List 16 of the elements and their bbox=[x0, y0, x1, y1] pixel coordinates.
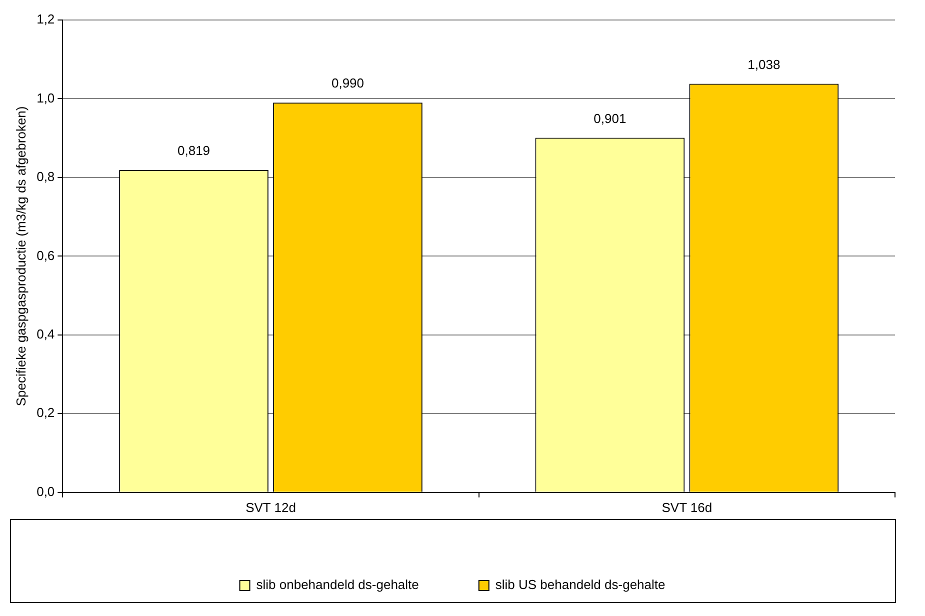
y-tick-label: 0,4 bbox=[36, 326, 55, 342]
data-label: 0,901 bbox=[594, 110, 626, 126]
y-tick-label: 0,0 bbox=[36, 484, 55, 499]
y-tick-label: 0,6 bbox=[36, 248, 55, 263]
y-tick-label: 1,2 bbox=[36, 12, 55, 27]
legend-label: slib onbehandeld ds-gehalte bbox=[256, 577, 419, 592]
y-tick-label: 0,8 bbox=[36, 169, 55, 184]
x-tick-label: SVT 16d bbox=[662, 500, 712, 515]
y-tick-label: 0,2 bbox=[36, 405, 55, 420]
x-tick-label: SVT 12d bbox=[246, 500, 296, 515]
legend-label: slib US behandeld ds-gehalte bbox=[495, 577, 666, 592]
data-label: 0,819 bbox=[177, 143, 210, 158]
y-axis-title: Specifieke gaspgasproductie (m3/kg ds afgebroken) bbox=[13, 106, 28, 406]
y-tick-label: 1,0 bbox=[36, 90, 55, 106]
data-label: 1,038 bbox=[748, 56, 780, 72]
data-label: 0,990 bbox=[331, 76, 364, 91]
